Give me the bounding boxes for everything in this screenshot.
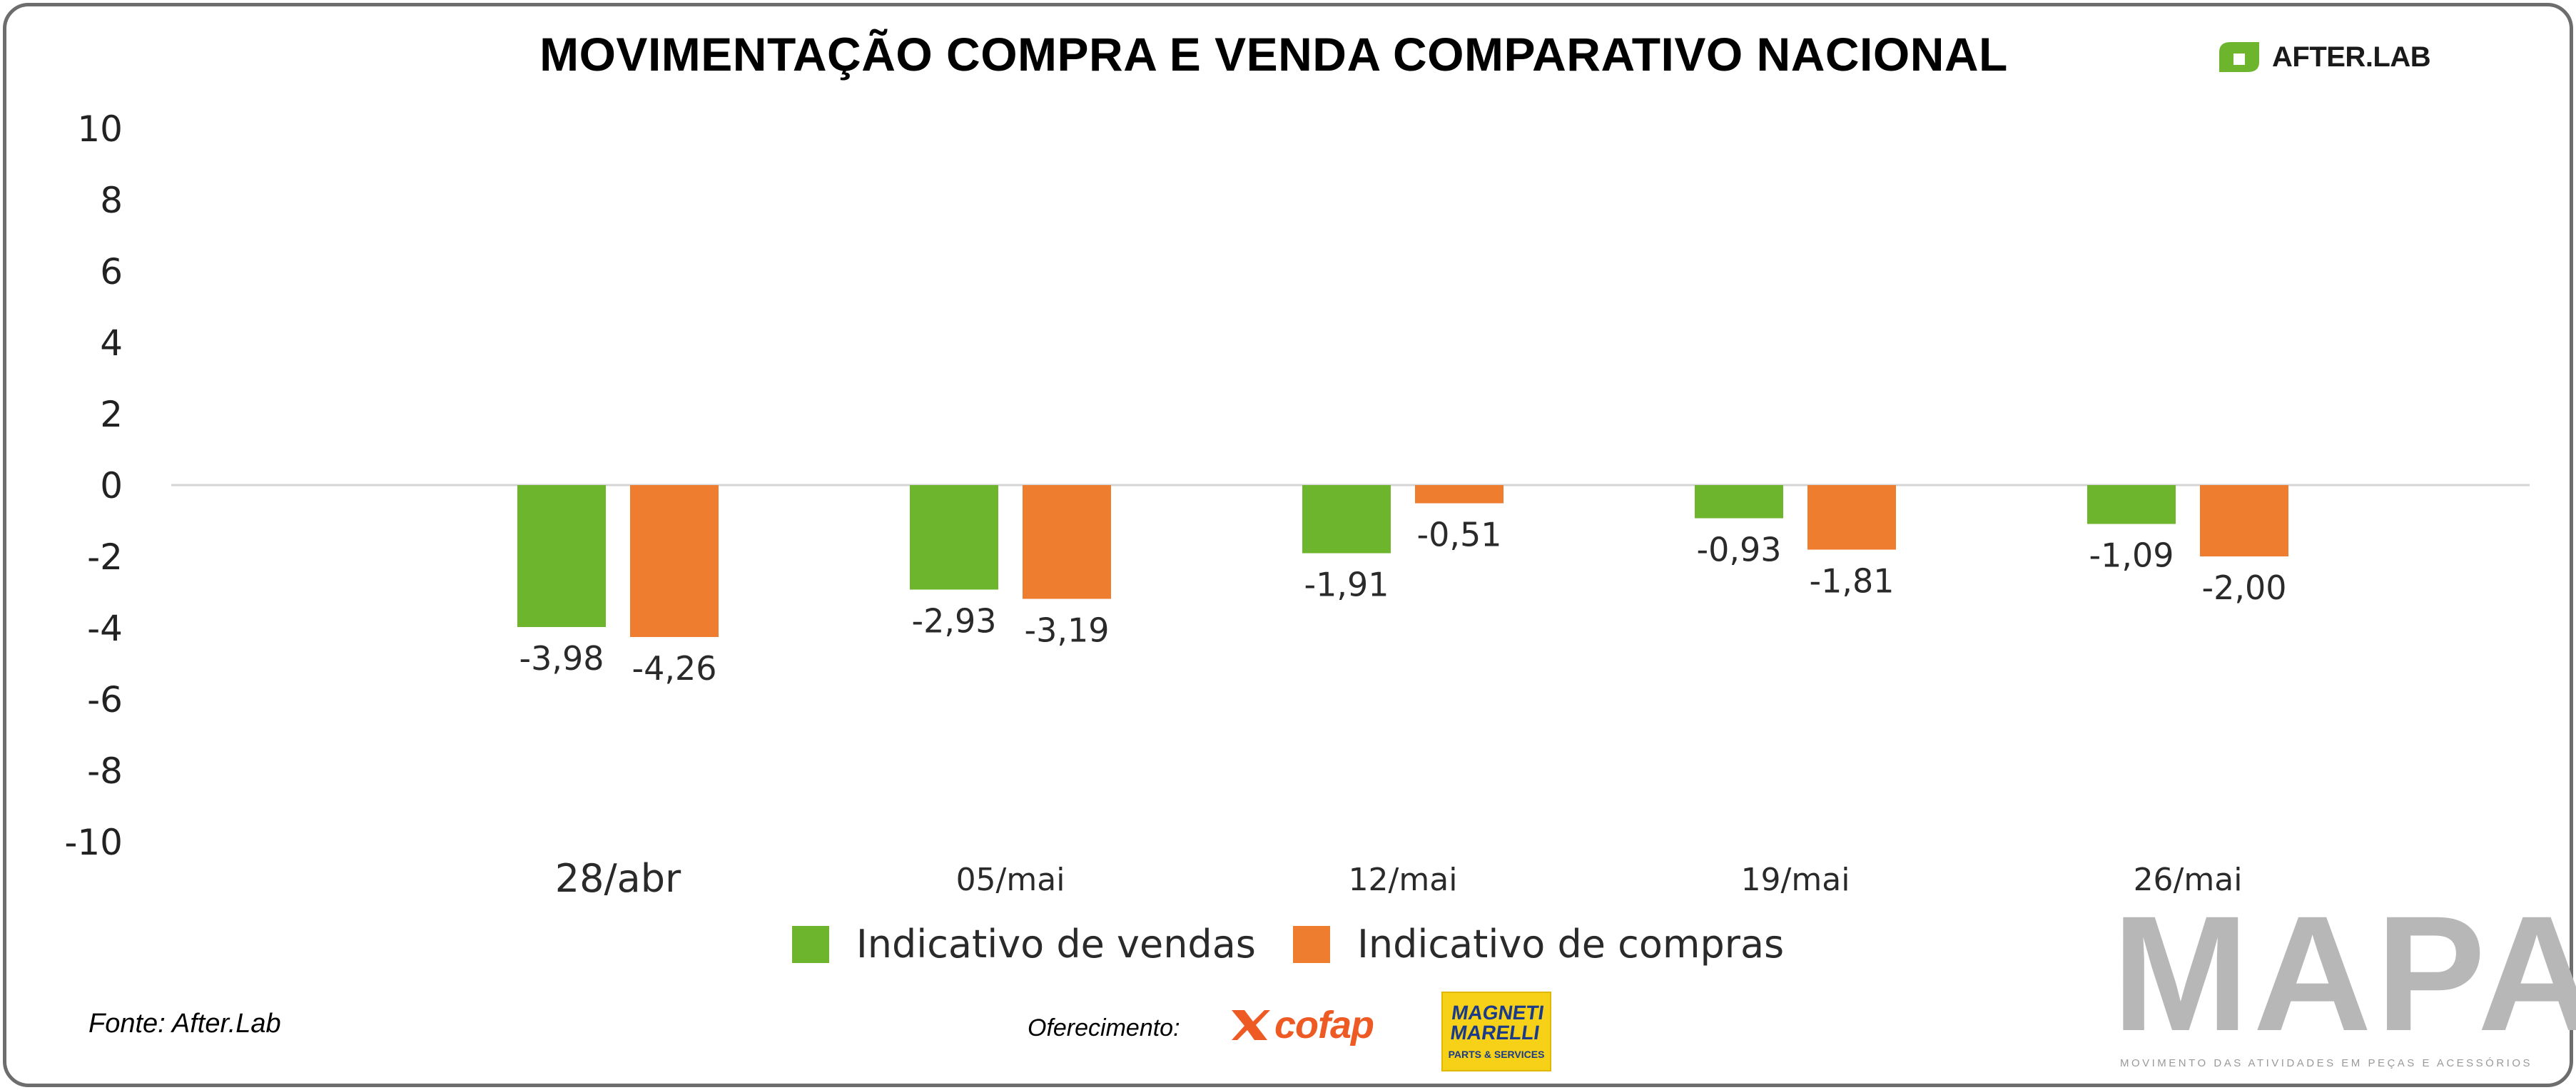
data-label: -3,19 <box>1024 611 1109 650</box>
bar-vendas <box>1302 485 1391 554</box>
y-tick-label: 6 <box>100 251 123 292</box>
bar-vendas <box>910 485 998 590</box>
legend-label-vendas: Indicativo de vendas <box>856 922 1256 967</box>
bar-compras <box>1415 485 1503 504</box>
chart-frame <box>3 3 2573 1087</box>
bar-vendas <box>517 485 606 627</box>
data-label: -0,51 <box>1416 516 1501 554</box>
data-label: -2,00 <box>2201 569 2286 607</box>
bar-compras <box>630 485 719 637</box>
x-category-label: 12/mai <box>1349 862 1458 898</box>
x-category-label: 19/mai <box>1741 862 1850 898</box>
chart-title: MOVIMENTAÇÃO COMPRA E VENDA COMPARATIVO … <box>539 28 2008 81</box>
bar-compras <box>2200 485 2288 556</box>
data-label: -2,93 <box>911 602 996 641</box>
cofap-logo: cofap <box>1229 1003 1374 1047</box>
legend-swatch-compras <box>1292 925 1330 963</box>
bar-compras <box>1807 485 1896 550</box>
legend-label-compras: Indicativo de compras <box>1357 922 1785 967</box>
sponsor-label: Oferecimento: <box>1028 1014 1180 1041</box>
y-tick-label: 2 <box>100 394 123 435</box>
y-tick-label: -10 <box>64 822 123 863</box>
y-tick-label: 4 <box>100 322 123 364</box>
y-tick-label: 8 <box>100 180 123 221</box>
bar-vendas <box>2087 485 2176 524</box>
x-category-label: 28/abr <box>555 856 681 901</box>
chart-legend: Indicativo de vendas Indicativo de compr… <box>0 922 2576 967</box>
bar-vendas <box>1695 485 1783 519</box>
y-tick-label: 0 <box>100 465 123 506</box>
mapa-logo: MAPA MOVIMENTO DAS ATIVIDADES EM PEÇAS E… <box>2112 882 2576 1070</box>
y-tick-label: -8 <box>87 750 123 792</box>
afterlab-leaf-icon <box>2219 42 2259 72</box>
y-tick-label: -6 <box>87 679 123 720</box>
magneti-marelli-logo: MAGNETI MARELLI PARTS & SERVICES <box>1441 992 1551 1071</box>
source-note: Fonte: After.Lab <box>88 1009 281 1039</box>
legend-item-vendas: Indicativo de vendas <box>791 922 1256 967</box>
data-label: -1,09 <box>2089 536 2174 575</box>
afterlab-logo: AFTER.LAB <box>2215 36 2431 78</box>
legend-swatch-vendas <box>791 925 829 963</box>
x-category-label: 05/mai <box>956 862 1065 898</box>
y-tick-label: 10 <box>77 108 123 150</box>
data-label: -1,81 <box>1809 562 1894 601</box>
y-tick-label: -2 <box>87 536 123 578</box>
data-label: -3,98 <box>519 639 604 678</box>
x-category-label: 26/mai <box>2134 862 2243 898</box>
data-label: -1,91 <box>1304 566 1389 604</box>
y-tick-label: -4 <box>87 608 123 649</box>
data-label: -4,26 <box>632 649 716 688</box>
bar-compras <box>1023 485 1111 599</box>
legend-item-compras: Indicativo de compras <box>1292 922 1785 967</box>
cofap-x-icon <box>1232 1010 1270 1040</box>
data-label: -0,93 <box>1696 531 1781 569</box>
